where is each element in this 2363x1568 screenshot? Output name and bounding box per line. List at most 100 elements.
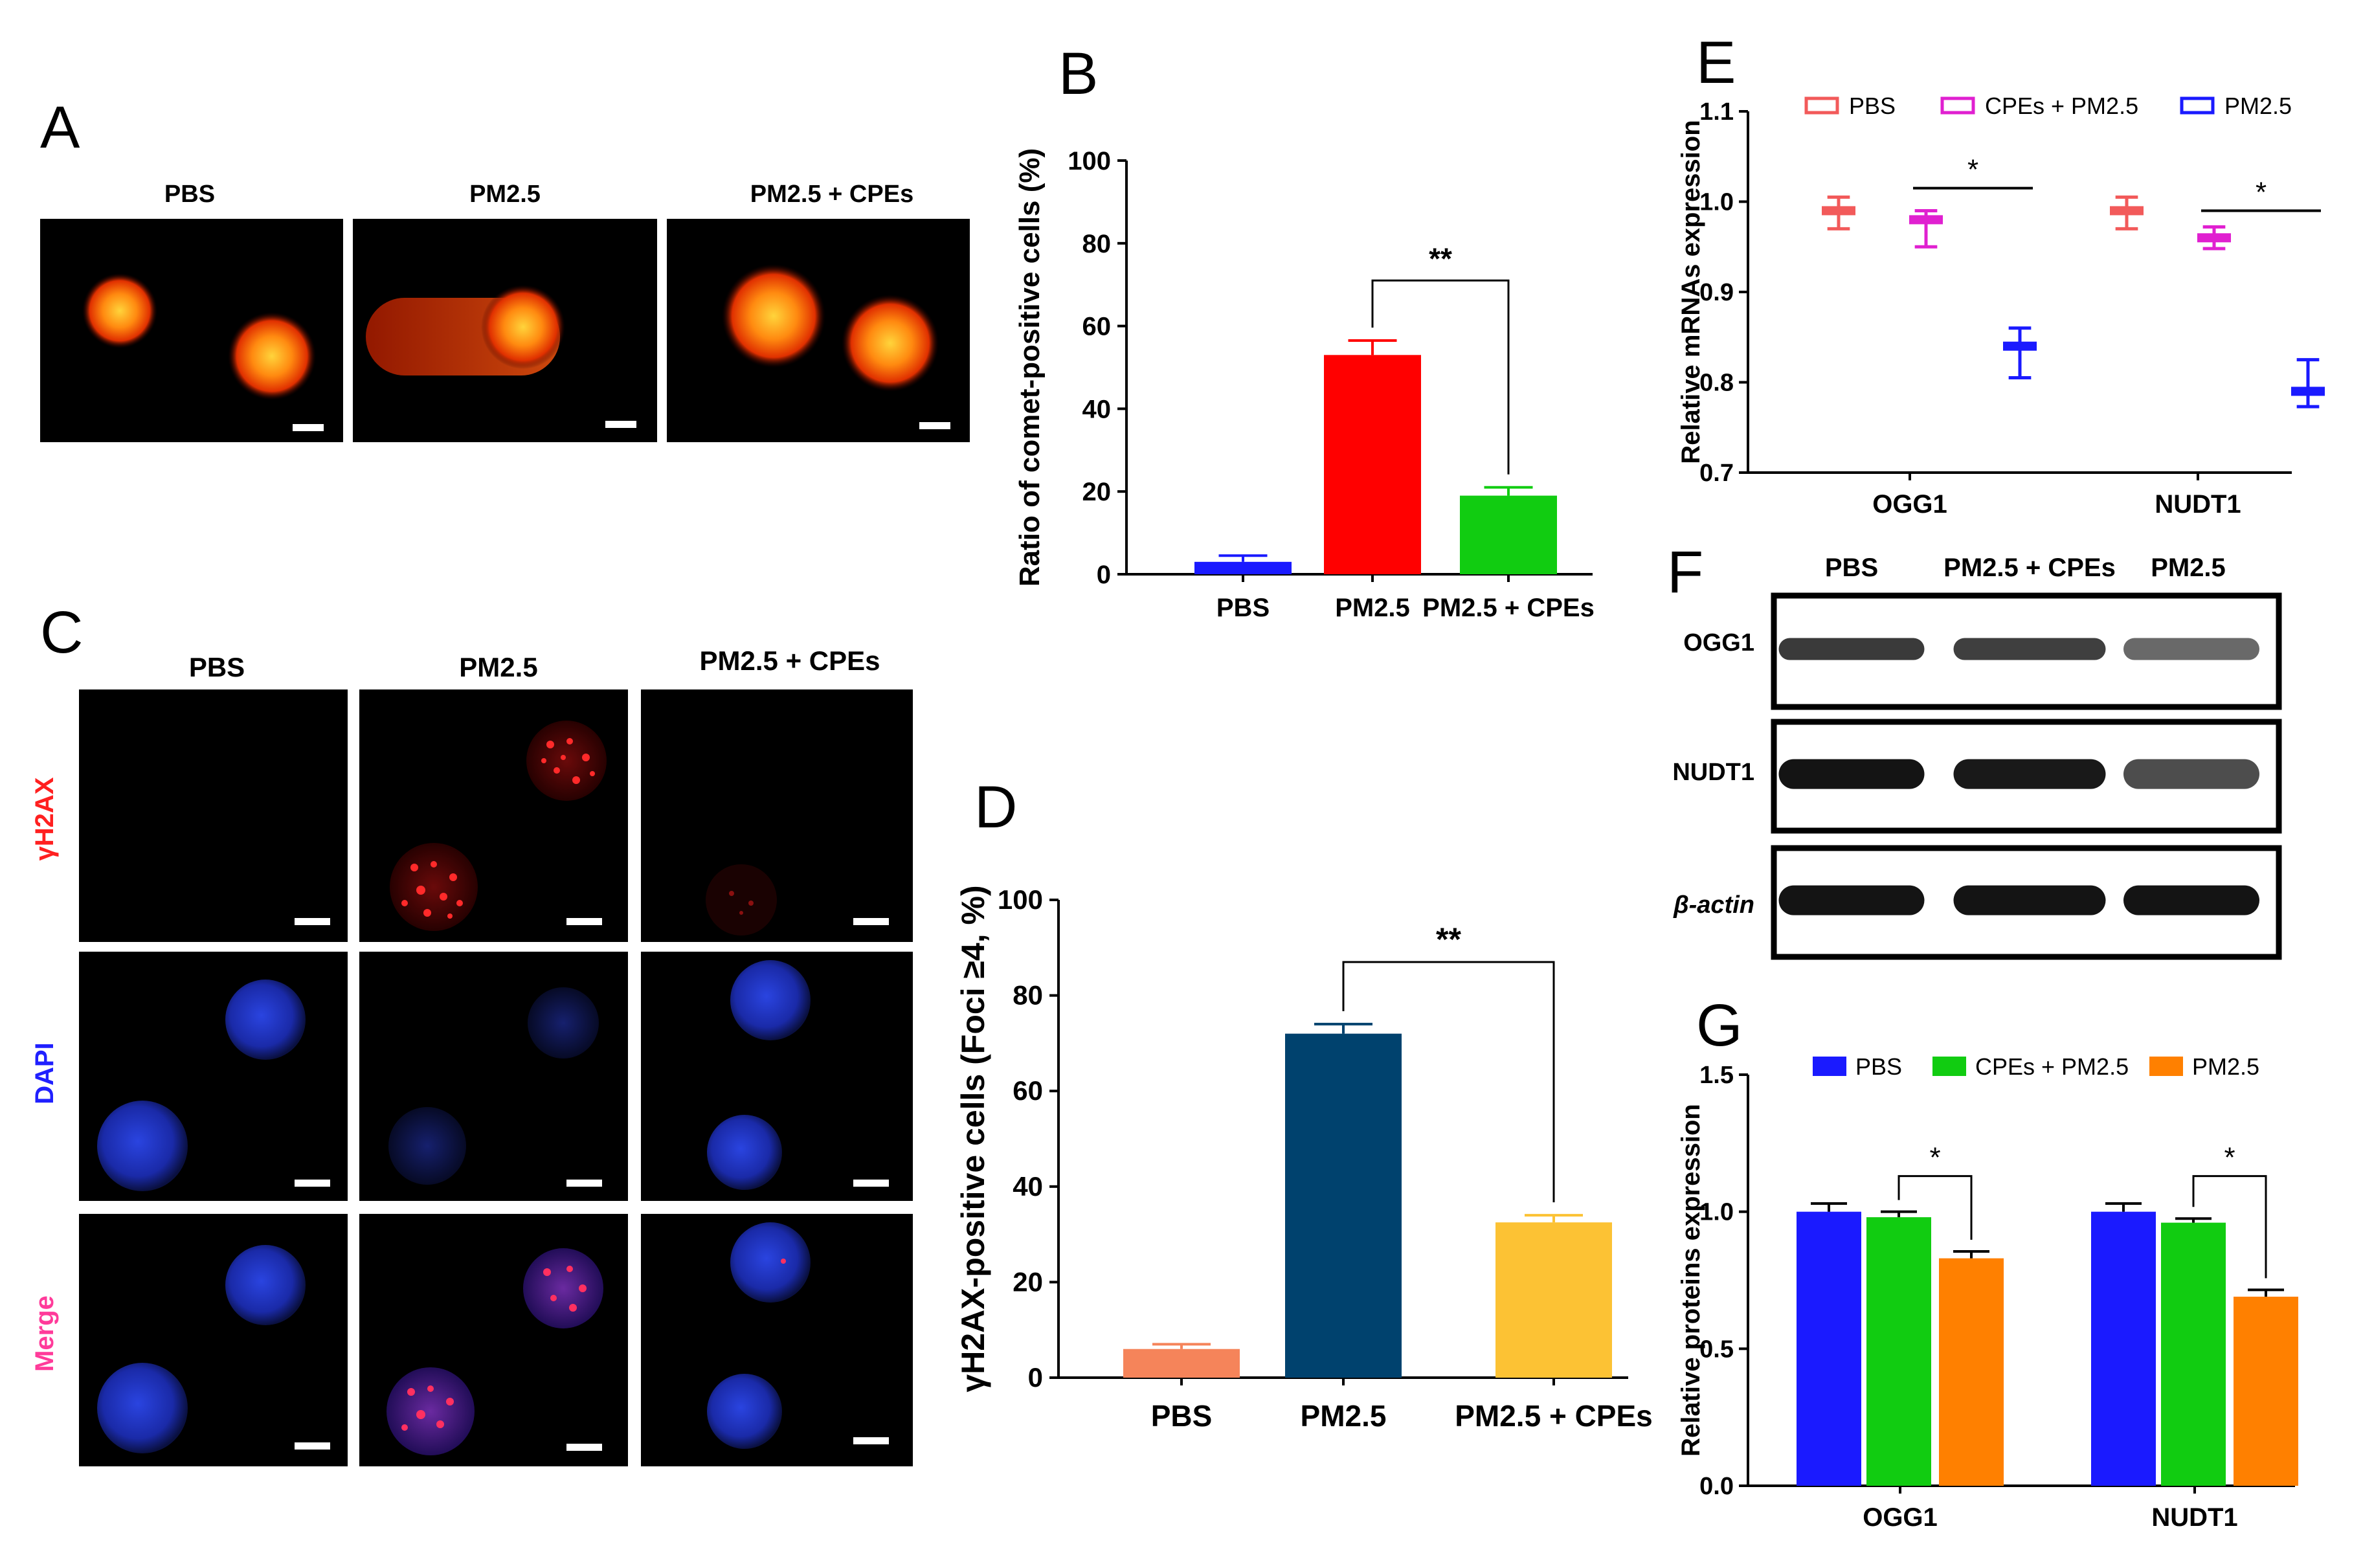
x-tick-label: PBS xyxy=(1216,594,1270,622)
bar-pm2-5 xyxy=(1324,355,1421,574)
significance-label: * xyxy=(1929,1142,1940,1174)
blot-band xyxy=(1953,638,2106,660)
y-tick-label: 0.9 xyxy=(1699,279,1734,306)
microscopy-merge-pm25-cpes xyxy=(641,1214,913,1466)
x-tick-label: OGG1 xyxy=(1863,1503,1938,1532)
y-tick-label: 0.8 xyxy=(1699,370,1734,397)
x-tick-label: PM2.5 + CPEs xyxy=(1422,594,1595,622)
blot-band xyxy=(1953,759,2106,789)
panel-letter-c: C xyxy=(40,599,83,666)
legend-swatch xyxy=(1804,96,1839,115)
blot-row-nudt1: NUDT1 xyxy=(1672,759,1754,786)
y-tick-label: 1.0 xyxy=(1699,1199,1734,1226)
blot-row-ogg1: OGG1 xyxy=(1683,629,1754,656)
y-tick-label: 0 xyxy=(1028,1362,1043,1393)
legend-swatch xyxy=(1813,1057,1846,1076)
significance-label: ** xyxy=(1429,241,1452,275)
comet-image-pm25-cpes xyxy=(667,219,970,442)
legend-label: PM2.5 xyxy=(2224,93,2292,119)
y-tick-label: 0.7 xyxy=(1699,460,1734,487)
x-tick-label: PBS xyxy=(1151,1399,1213,1433)
microscopy-row-label-merge: Merge xyxy=(30,1295,59,1372)
y-tick-label: 1.0 xyxy=(1699,189,1734,216)
significance-bracket xyxy=(2192,1175,2267,1279)
panel-a: A PBS PM2.5 PM2.5 + CPEs xyxy=(40,95,970,442)
box-marker xyxy=(1909,215,1943,225)
panel-letter-e: E xyxy=(1696,30,1736,96)
y-tick-label: 60 xyxy=(1082,313,1112,341)
significance-bracket xyxy=(1898,1175,1973,1240)
microscopy-h2ax-pm25 xyxy=(359,689,628,942)
box-marker xyxy=(2197,233,2231,243)
chart-b: 0 20 40 60 80 100 Ratio of comet-positive cell… xyxy=(1014,147,1595,622)
microscopy-row-label-dapi: DAPI xyxy=(30,1042,59,1104)
y-axis-label: Relative proteins expression xyxy=(1677,1104,1705,1457)
y-axis-label: Ratio of comet-positive cells (%) xyxy=(1014,148,1046,587)
bar-ogg1-pm2-5 xyxy=(1939,1258,2004,1486)
y-axis-label: Relative mRNAs expression xyxy=(1677,120,1705,464)
blot-lane-pbs: PBS xyxy=(1825,554,1878,582)
legend-label: CPEs + PM2.5 xyxy=(1975,1053,2129,1080)
comet-label-pm25: PM2.5 xyxy=(469,181,541,208)
microscopy-h2ax-pm25-cpes xyxy=(641,689,913,942)
bar-nudt1-cpes-pm2-5 xyxy=(2161,1222,2226,1486)
y-tick-label: 40 xyxy=(1082,395,1112,423)
blot-band xyxy=(1778,759,1925,789)
legend-swatch xyxy=(2180,96,2215,115)
significance-label: * xyxy=(1967,154,1978,186)
bar-nudt1-pm2-5 xyxy=(2234,1296,2298,1486)
microscopy-h2ax-pbs xyxy=(79,689,348,942)
significance-label: ** xyxy=(1436,921,1461,958)
western-blot xyxy=(1771,592,2282,960)
significance-label: * xyxy=(2224,1142,2235,1174)
blot-band xyxy=(2123,638,2259,660)
x-tick-label: PM2.5 xyxy=(1335,594,1410,622)
y-tick-label: 60 xyxy=(1013,1075,1043,1106)
y-tick-label: 1.5 xyxy=(1699,1062,1734,1089)
microscopy-column-pm25: PM2.5 xyxy=(459,652,537,682)
blot-lane-pm25-cpes: PM2.5 + CPEs xyxy=(1943,554,2116,582)
panel-letter-g: G xyxy=(1696,992,1743,1058)
comet-image-pbs xyxy=(40,219,343,442)
microscopy-row-label-h2ax: γH2AX xyxy=(30,777,59,860)
microscopy-merge-pbs xyxy=(79,1214,348,1466)
blot-band xyxy=(2123,759,2259,789)
panel-c: C PBS PM2.5 PM2.5 + CPEs γH2AX DAPI Merg… xyxy=(30,599,913,1466)
y-tick-label: 100 xyxy=(998,884,1043,915)
x-tick-label: NUDT1 xyxy=(2151,1503,2237,1532)
bar-pbs xyxy=(1123,1349,1240,1378)
bar-ogg1-cpes-pm2-5 xyxy=(1866,1217,1931,1486)
comet-label-pbs: PBS xyxy=(164,181,215,208)
x-tick-label: OGG1 xyxy=(1872,490,1947,519)
bar-pm2-5 xyxy=(1285,1033,1402,1378)
bar-ogg1-pbs xyxy=(1797,1211,1861,1486)
panel-letter-d: D xyxy=(974,774,1017,840)
microscopy-dapi-pbs xyxy=(79,952,348,1201)
y-tick-label: 40 xyxy=(1013,1171,1043,1202)
x-tick-label: NUDT1 xyxy=(2155,490,2241,519)
y-tick-label: 80 xyxy=(1082,230,1112,258)
comet-label-pm25-cpes: PM2.5 + CPEs xyxy=(750,181,913,208)
panel-g: G 0.0 0.5 1.0 1.5 Relative proteins expressi… xyxy=(1677,992,2298,1532)
legend-label: PM2.5 xyxy=(2192,1053,2259,1080)
y-axis-label: γH2AX-positive cells (Foci ≥4, %) xyxy=(955,885,991,1392)
blot-row-beta-actin: β-actin xyxy=(1673,891,1754,919)
blot-band xyxy=(2123,885,2259,915)
legend-swatch xyxy=(2149,1057,2183,1076)
y-tick-label: 1.1 xyxy=(1699,98,1734,126)
y-tick-label: 20 xyxy=(1082,478,1112,506)
x-tick-label: PM2.5 xyxy=(1301,1399,1387,1433)
panel-letter-b: B xyxy=(1058,41,1098,107)
legend-label: CPEs + PM2.5 xyxy=(1985,93,2138,119)
box-marker xyxy=(2291,386,2325,396)
panel-b: B 0 20 40 60 80 100 Ratio of comet-positive ce… xyxy=(1014,41,1595,622)
y-tick-label: 0.5 xyxy=(1699,1336,1734,1363)
box-marker xyxy=(2003,341,2037,351)
y-tick-label: 80 xyxy=(1013,980,1043,1011)
y-tick-label: 20 xyxy=(1013,1266,1043,1297)
legend-label: PBS xyxy=(1849,93,1896,119)
legend-swatch xyxy=(1940,96,1975,115)
